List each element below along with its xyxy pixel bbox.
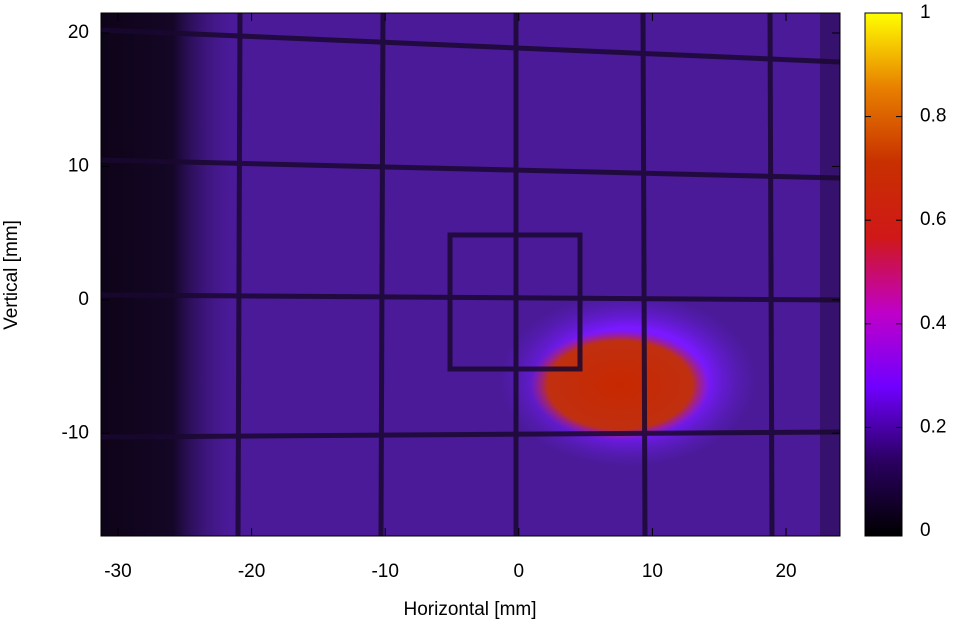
colorbar-tick-label: 0.2 — [920, 416, 946, 437]
x-tick-label: 0 — [514, 561, 525, 582]
x-tick-label: -20 — [238, 561, 265, 582]
y-tick-label: 20 — [68, 22, 89, 43]
colorbar-tick-label: 0.6 — [920, 209, 946, 230]
y-axis-label: Vertical [mm] — [1, 220, 22, 330]
heatmap-image — [101, 13, 840, 536]
y-tick-label: -10 — [62, 422, 89, 443]
x-tick-label: 10 — [642, 561, 663, 582]
x-tick-label: -30 — [104, 561, 131, 582]
colorbar-tick-label: 0.4 — [920, 313, 947, 334]
x-axis-label: Horizontal [mm] — [403, 599, 536, 620]
colorbar-tick-label: 1 — [920, 2, 931, 23]
x-tick-label: 20 — [775, 561, 796, 582]
plot-frame — [100, 12, 841, 537]
x-tick-label: -10 — [371, 561, 398, 582]
colorbar — [864, 12, 903, 537]
colorbar-tick-label: 0 — [920, 520, 931, 541]
y-tick-label: 0 — [78, 289, 89, 310]
colorbar-tick-label: 0.8 — [920, 106, 946, 127]
y-tick-label: 10 — [68, 155, 89, 176]
